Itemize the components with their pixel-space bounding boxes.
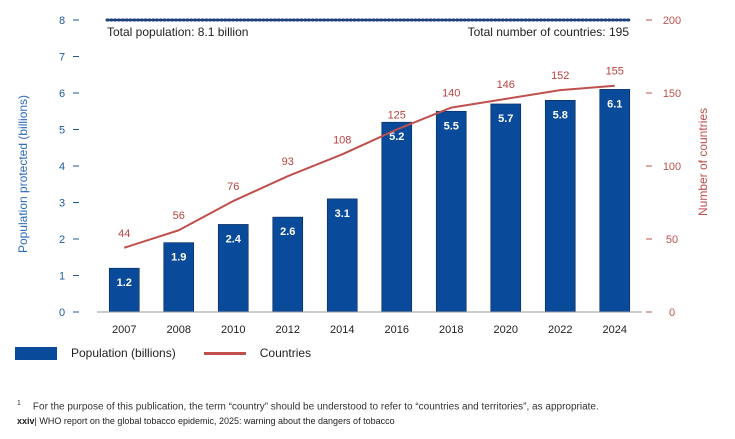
right-tick-label: 0 [669,307,675,319]
right-tick-label: 100 [663,161,681,173]
left-tick-label: 1 [59,271,65,283]
left-tick-label: 5 [59,125,65,137]
line-value-label: 56 [173,210,185,222]
y-axis-title-right: Number of countries [696,108,710,216]
line-value-label: 44 [118,228,130,240]
bar-population [381,121,413,313]
bar-value-label: 2.4 [226,233,242,245]
bar-population [435,110,467,313]
bar-population [108,267,140,313]
line-value-label: 108 [333,134,351,146]
legend-line-swatch [203,351,246,355]
footnote-marker: 1 [17,400,21,407]
bar-population [217,224,249,313]
bar-population [490,103,522,313]
x-tick-label: 2008 [167,324,191,336]
bar-value-label: 5.2 [389,131,404,143]
total-population-label: Total population: 8.1 billion [107,25,248,39]
right-tick-label: 150 [663,88,681,100]
bar-value-label: 5.5 [444,120,459,132]
y-axis-title-left: Population protected (billions) [16,95,30,253]
report-title: | WHO report on the global tobacco epide… [34,416,395,426]
line-value-label: 152 [551,70,569,82]
bar-population [544,100,576,313]
left-tick-label: 4 [59,161,65,173]
left-tick-label: 7 [59,52,65,64]
bar-value-label: 5.8 [553,109,568,121]
line-value-label: 93 [282,156,294,168]
line-value-label: 146 [497,79,515,91]
bar-population [599,89,631,313]
right-tick-label: 50 [666,234,678,246]
bar-population [326,198,358,313]
line-value-label: 76 [227,181,239,193]
legend: Population (billions) Countries [15,344,311,362]
x-tick-label: 2016 [385,324,409,336]
total-countries-label: Total number of countries: 195 [468,25,630,39]
x-tick-label: 2020 [494,324,518,336]
line-value-label: 125 [388,110,406,122]
line-value-label: 140 [442,88,460,100]
bar-value-label: 2.6 [280,226,295,238]
bar-population [272,216,304,313]
left-tick-label: 0 [59,307,65,319]
bar-value-label: 3.1 [335,208,350,220]
bar-value-label: 5.7 [498,113,513,125]
bar-value-label: 1.2 [117,277,132,289]
left-tick-label: 2 [59,234,65,246]
left-tick-label: 8 [59,15,65,27]
bar-value-label: 1.9 [171,252,186,264]
footnote: 1 For the purpose of this publication, th… [17,400,599,412]
left-tick-label: 6 [59,88,65,100]
x-tick-label: 2012 [276,324,300,336]
right-tick-label: 200 [663,15,681,27]
x-tick-label: 2022 [548,324,572,336]
bar-value-label: 6.1 [607,98,622,110]
legend-line-label: Countries [259,346,312,360]
x-tick-label: 2024 [603,324,627,336]
x-tick-label: 2014 [330,324,354,336]
line-value-label: 155 [606,66,624,78]
legend-bar-swatch [15,346,57,360]
page-footer: xxiv| WHO report on the global tobacco e… [17,416,395,426]
page-number: xxiv [17,416,35,426]
bar-population [163,242,195,313]
footnote-text: For the purpose of this publication, the… [32,401,599,413]
x-tick-label: 2007 [112,324,136,336]
countries-line [123,84,615,249]
x-tick-label: 2010 [221,324,245,336]
legend-bar-label: Population (billions) [71,346,176,360]
x-tick-label: 2018 [439,324,463,336]
left-tick-label: 3 [59,198,65,210]
